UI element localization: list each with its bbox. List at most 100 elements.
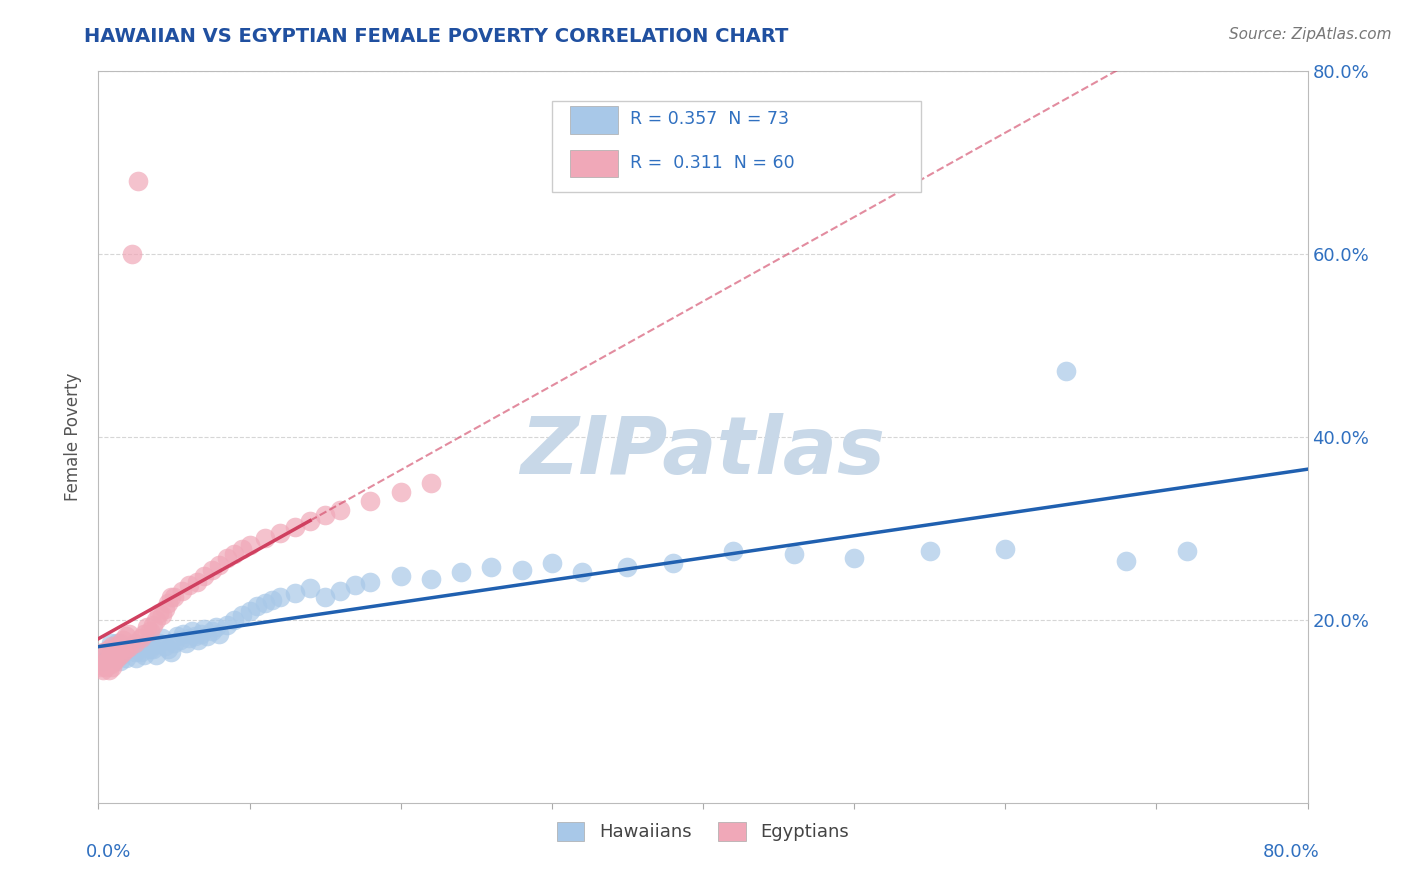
Point (160, 645, 183, 659)
Point (100, 657, 122, 671)
Point (253, 597, 276, 611)
Point (184, 629, 207, 643)
Point (135, 620, 157, 634)
Point (125, 637, 148, 651)
Point (181, 624, 204, 638)
Point (101, 660, 124, 674)
Point (360, 494, 382, 508)
Point (299, 514, 322, 528)
Point (179, 632, 201, 646)
Point (918, 544, 941, 558)
Point (148, 636, 170, 650)
Point (193, 569, 215, 583)
Point (723, 544, 745, 558)
Text: R =  0.311  N = 60: R = 0.311 N = 60 (630, 153, 794, 172)
Y-axis label: Female Poverty: Female Poverty (65, 373, 83, 501)
Point (246, 599, 269, 614)
Point (169, 633, 191, 648)
Point (90, 657, 112, 671)
Point (91, 645, 114, 659)
Point (118, 642, 141, 657)
Point (540, 556, 562, 570)
Point (105, 651, 128, 665)
Point (139, 624, 162, 638)
Point (215, 550, 238, 565)
Point (844, 550, 866, 565)
Point (101, 639, 124, 653)
Point (253, 531, 276, 545)
Point (132, 648, 155, 662)
Point (344, 578, 367, 592)
Point (121, 247, 143, 261)
Point (208, 626, 231, 640)
Point (89, 660, 111, 674)
Point (571, 566, 593, 580)
Point (783, 547, 806, 561)
Point (420, 572, 443, 586)
Text: ZIPatlas: ZIPatlas (520, 413, 886, 491)
Point (110, 648, 132, 662)
Point (129, 632, 152, 646)
Point (127, 174, 149, 188)
Point (284, 585, 307, 599)
Point (215, 617, 238, 632)
Point (91, 654, 114, 668)
Point (150, 608, 173, 623)
Point (224, 613, 246, 627)
Point (129, 645, 152, 659)
Point (262, 592, 284, 607)
Point (360, 574, 382, 589)
Bar (569, 106, 619, 134)
Point (208, 558, 231, 573)
Point (269, 526, 291, 541)
Point (616, 560, 638, 574)
Text: R = 0.357  N = 73: R = 0.357 N = 73 (630, 110, 789, 128)
Point (239, 538, 262, 552)
FancyBboxPatch shape (551, 101, 921, 192)
Point (172, 626, 194, 640)
Point (108, 654, 131, 668)
Legend: Hawaiians, Egyptians: Hawaiians, Egyptians (550, 814, 856, 848)
Text: HAWAIIAN VS EGYPTIAN FEMALE POVERTY CORRELATION CHART: HAWAIIAN VS EGYPTIAN FEMALE POVERTY CORR… (84, 27, 789, 45)
Point (481, 560, 503, 574)
Point (153, 602, 176, 616)
Point (174, 636, 197, 650)
Point (142, 617, 165, 632)
Point (450, 566, 472, 580)
Point (420, 475, 443, 490)
Point (94, 649, 117, 664)
Point (284, 519, 307, 533)
Point (118, 640, 141, 655)
Point (148, 606, 170, 620)
Point (103, 645, 125, 659)
Point (269, 590, 291, 604)
Point (118, 626, 141, 640)
Point (145, 613, 167, 627)
Point (179, 578, 201, 592)
Point (166, 629, 188, 643)
Bar (569, 150, 619, 178)
Point (103, 654, 125, 668)
Point (1054, 364, 1077, 378)
Point (195, 629, 218, 643)
Point (145, 648, 167, 662)
Point (91, 663, 114, 677)
Point (231, 608, 253, 623)
Point (105, 640, 128, 655)
Point (994, 541, 1017, 556)
Point (205, 620, 228, 634)
Point (93, 658, 115, 673)
Point (114, 629, 136, 643)
Point (98, 663, 121, 677)
Text: Source: ZipAtlas.com: Source: ZipAtlas.com (1229, 27, 1392, 42)
Point (153, 639, 176, 653)
Point (661, 556, 683, 570)
Point (121, 639, 143, 653)
Point (94, 648, 117, 662)
Point (239, 604, 262, 618)
Point (96, 654, 118, 668)
Point (141, 639, 163, 653)
Point (150, 632, 173, 646)
Point (163, 590, 186, 604)
Point (389, 485, 412, 500)
